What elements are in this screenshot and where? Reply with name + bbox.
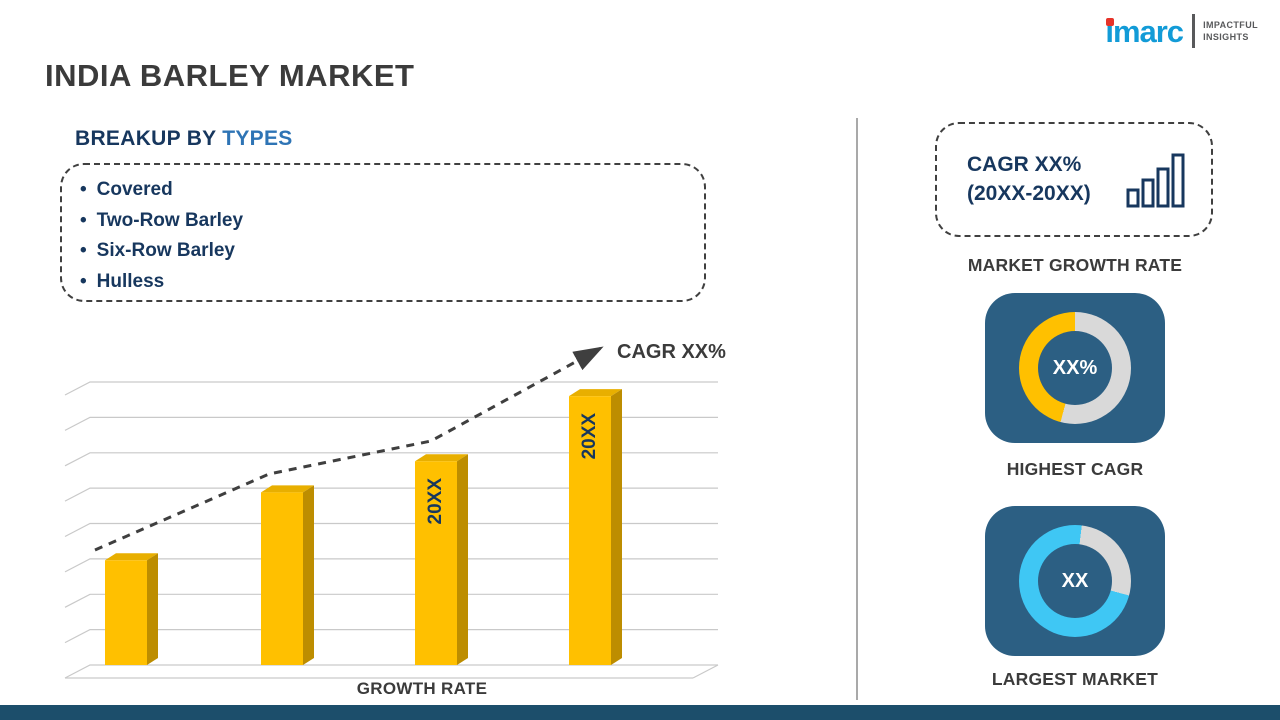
breakup-box: Covered Two-Row Barley Six-Row Barley Hu…: [60, 163, 706, 302]
breakup-item-covered: Covered: [80, 175, 704, 206]
logo-wordmark: imarc: [1105, 13, 1184, 49]
logo-separator: [1192, 14, 1196, 48]
breakup-item-six-row: Six-Row Barley: [80, 236, 704, 267]
cagr-box-line1: CAGR XX%: [967, 153, 1082, 177]
logo-red-dot-icon: [1106, 17, 1115, 26]
highest-cagr-label: HIGHEST CAGR: [1006, 459, 1144, 479]
largest-market-panel: XX: [985, 506, 1165, 656]
donut-largest-market: XX: [1019, 525, 1131, 637]
chart-svg: 20XX 20XX: [64, 346, 719, 679]
breakup-heading-prefix: BREAKUP BY: [75, 127, 223, 150]
highest-cagr-value: XX%: [1052, 356, 1098, 379]
logo-tagline-line2: INSIGHTS: [1203, 32, 1249, 42]
svg-text:20XX: 20XX: [425, 478, 446, 525]
largest-market-value: XX: [1061, 569, 1089, 592]
logo-text: imarc: [1105, 13, 1184, 49]
page-title: INDIA BARLEY MARKET: [45, 58, 415, 93]
cagr-trend-annotation: CAGR XX%: [617, 341, 726, 363]
bar-chart-icon: [1126, 153, 1185, 207]
breakup-heading: BREAKUP BY TYPES: [75, 127, 293, 151]
donut-hole-highest-cagr: XX%: [1038, 331, 1112, 405]
cagr-box-line2: (20XX-20XX): [967, 181, 1091, 205]
logo-tagline-line1: IMPACTFUL: [1203, 19, 1258, 30]
imarc-logo: imarc IMPACTFUL INSIGHTS: [1105, 14, 1258, 48]
logo-tagline: IMPACTFUL INSIGHTS: [1203, 19, 1258, 43]
donut-hole-largest-market: XX: [1038, 544, 1112, 618]
cagr-box: CAGR XX% (20XX-20XX): [935, 122, 1213, 237]
svg-text:20XX: 20XX: [579, 413, 600, 460]
donut-highest-cagr: XX%: [1019, 312, 1131, 424]
breakup-item-hulless: Hulless: [80, 267, 704, 298]
highest-cagr-panel: XX%: [985, 293, 1165, 443]
footer-bar: [0, 705, 1280, 720]
breakup-item-two-row: Two-Row Barley: [80, 206, 704, 237]
xaxis-label: GROWTH RATE: [356, 679, 488, 698]
cagr-box-text: CAGR XX% (20XX-20XX): [967, 151, 1091, 208]
growth-rate-chart: 20XX 20XX: [55, 336, 735, 686]
breakup-heading-highlight: TYPES: [222, 127, 293, 150]
vertical-divider: [856, 118, 858, 700]
largest-market-label: LARGEST MARKET: [991, 669, 1159, 689]
market-growth-rate-label: MARKET GROWTH RATE: [967, 255, 1183, 275]
